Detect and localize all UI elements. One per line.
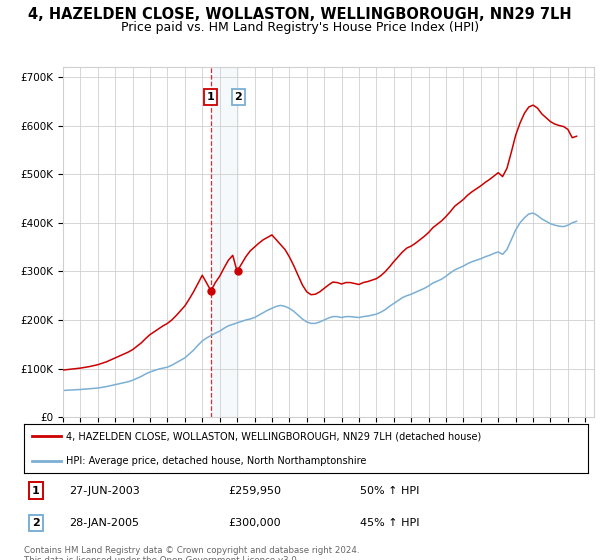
Text: 45% ↑ HPI: 45% ↑ HPI <box>360 518 419 528</box>
Text: £300,000: £300,000 <box>228 518 281 528</box>
Text: £259,950: £259,950 <box>228 486 281 496</box>
Text: 2: 2 <box>32 518 40 528</box>
Text: 28-JAN-2005: 28-JAN-2005 <box>69 518 139 528</box>
Text: 1: 1 <box>207 92 215 102</box>
Text: 2: 2 <box>235 92 242 102</box>
Text: 50% ↑ HPI: 50% ↑ HPI <box>360 486 419 496</box>
Text: 4, HAZELDEN CLOSE, WOLLASTON, WELLINGBOROUGH, NN29 7LH (detached house): 4, HAZELDEN CLOSE, WOLLASTON, WELLINGBOR… <box>66 431 482 441</box>
Text: 27-JUN-2003: 27-JUN-2003 <box>69 486 140 496</box>
Bar <box>211 67 238 417</box>
Text: HPI: Average price, detached house, North Northamptonshire: HPI: Average price, detached house, Nort… <box>66 456 367 466</box>
Text: Contains HM Land Registry data © Crown copyright and database right 2024.
This d: Contains HM Land Registry data © Crown c… <box>24 546 359 560</box>
Text: 1: 1 <box>32 486 40 496</box>
Text: Price paid vs. HM Land Registry's House Price Index (HPI): Price paid vs. HM Land Registry's House … <box>121 21 479 34</box>
Text: 4, HAZELDEN CLOSE, WOLLASTON, WELLINGBOROUGH, NN29 7LH: 4, HAZELDEN CLOSE, WOLLASTON, WELLINGBOR… <box>28 7 572 22</box>
